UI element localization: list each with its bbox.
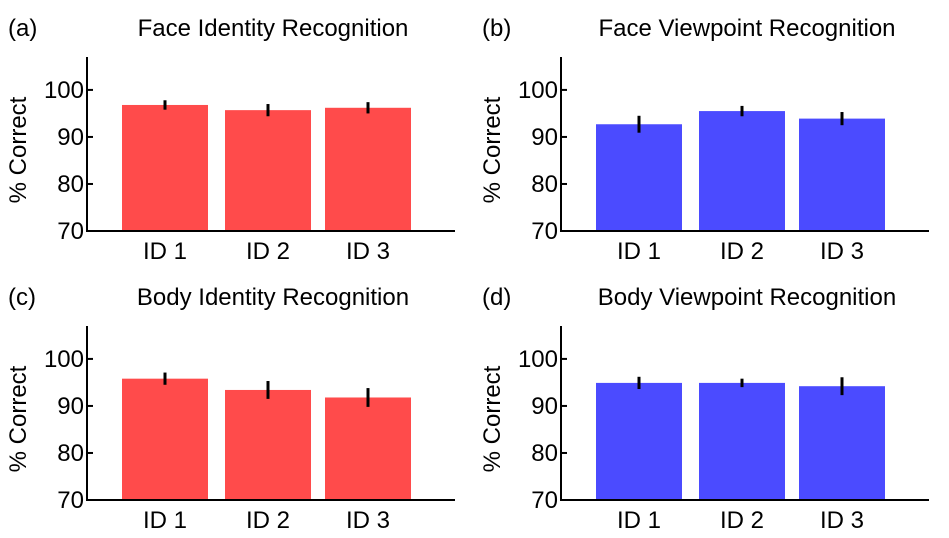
x-tick-label: ID 1 (617, 238, 661, 265)
x-tick-label: ID 3 (820, 507, 864, 534)
y-tick-label: 100 (518, 346, 558, 373)
bar-3 (799, 118, 885, 231)
panel-a: (a) Face Identity Recognition % Correct 70 8… (0, 0, 474, 269)
panel-label: (d) (482, 284, 511, 311)
y-axis-label: % Correct (479, 96, 506, 203)
y-tick-label: 80 (531, 440, 558, 467)
x-tick-label: ID 2 (246, 507, 290, 534)
y-tick-label: 70 (57, 218, 84, 245)
chart-title: Face Identity Recognition (138, 15, 409, 42)
x-tick-label: ID 2 (720, 507, 764, 534)
bar-1 (596, 124, 682, 231)
chart-svg: (d) Body Viewpoint Recognition % Correct 70… (479, 284, 929, 534)
x-tick-label: ID 3 (346, 238, 390, 265)
chart-title: Face Viewpoint Recognition (598, 15, 895, 42)
chart-svg: (b) Face Viewpoint Recognition % Correct 70… (479, 15, 929, 265)
y-tick-label: 80 (57, 440, 84, 467)
y-tick-label: 80 (531, 171, 558, 198)
panel-label: (b) (482, 15, 511, 42)
bar-2 (699, 382, 785, 500)
x-tick-label: ID 1 (617, 507, 661, 534)
panel-label: (c) (8, 284, 36, 311)
panel-c: (c) Body Identity Recognition % Correct 70 8… (0, 269, 474, 538)
panel-label: (a) (8, 15, 37, 42)
bar-1 (122, 378, 208, 500)
y-tick-label: 100 (44, 77, 84, 104)
chart-title: Body Identity Recognition (137, 284, 409, 311)
bar-2 (699, 111, 785, 231)
chart-svg: (c) Body Identity Recognition % Correct 70 8… (5, 284, 455, 534)
y-tick-label: 100 (44, 346, 84, 373)
x-tick-label: ID 2 (246, 238, 290, 265)
y-tick-label: 90 (57, 393, 84, 420)
y-tick-label: 90 (531, 393, 558, 420)
bar-3 (799, 386, 885, 500)
y-tick-label: 80 (57, 171, 84, 198)
panel-d: (d) Body Viewpoint Recognition % Correct 70… (474, 269, 948, 538)
x-tick-label: ID 3 (820, 238, 864, 265)
x-tick-label: ID 3 (346, 507, 390, 534)
bar-1 (596, 382, 682, 500)
y-tick-label: 100 (518, 77, 558, 104)
y-tick-label: 90 (531, 124, 558, 151)
y-axis-label: % Correct (5, 96, 32, 203)
y-tick-label: 90 (57, 124, 84, 151)
x-tick-label: ID 2 (720, 238, 764, 265)
bar-2 (225, 110, 311, 231)
y-axis-label: % Correct (5, 365, 32, 472)
bar-2 (225, 389, 311, 500)
y-tick-label: 70 (57, 487, 84, 514)
panel-b: (b) Face Viewpoint Recognition % Correct 70… (474, 0, 948, 269)
y-tick-label: 70 (531, 487, 558, 514)
bar-3 (325, 107, 411, 231)
chart-svg: (a) Face Identity Recognition % Correct 70 8… (5, 15, 455, 265)
x-tick-label: ID 1 (143, 507, 187, 534)
x-tick-label: ID 1 (143, 238, 187, 265)
chart-title: Body Viewpoint Recognition (598, 284, 896, 311)
y-axis-label: % Correct (479, 365, 506, 472)
bar-1 (122, 104, 208, 231)
y-tick-label: 70 (531, 218, 558, 245)
bar-3 (325, 397, 411, 500)
